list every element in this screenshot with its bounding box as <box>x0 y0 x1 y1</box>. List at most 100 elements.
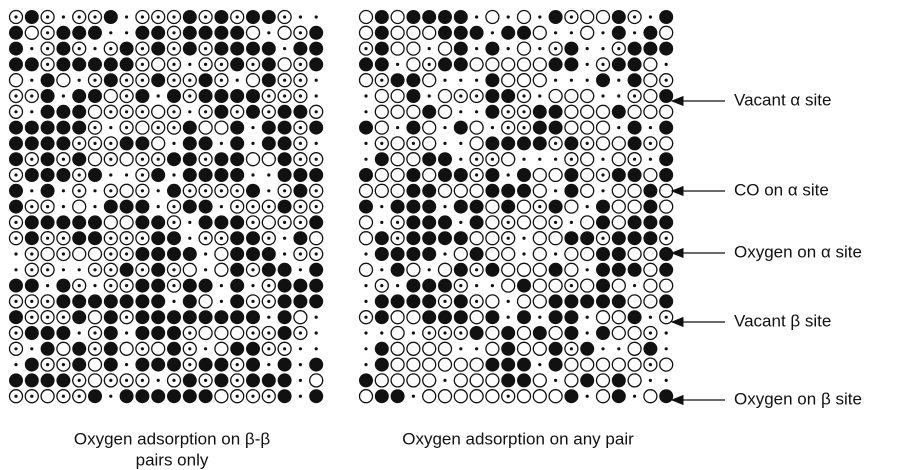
co-site <box>182 168 197 182</box>
co-site <box>9 25 23 40</box>
oxygen-alpha <box>516 215 532 230</box>
oxygen-alpha <box>374 167 389 183</box>
co-site <box>135 136 150 151</box>
oxygen-beta-dot <box>140 347 144 351</box>
vacant-site <box>283 252 287 256</box>
co-site <box>230 231 245 246</box>
co-site <box>469 215 484 230</box>
co-site <box>596 73 610 88</box>
oxygen-alpha <box>659 357 674 372</box>
oxygen-beta-dot <box>30 94 34 98</box>
co-site <box>56 294 71 309</box>
oxygen-alpha <box>643 278 658 293</box>
co-site <box>246 10 260 24</box>
co-site <box>135 357 150 372</box>
co-site <box>374 41 389 56</box>
co-site <box>56 104 71 119</box>
vacant-site <box>443 78 447 82</box>
co-site <box>277 152 292 167</box>
oxygen-beta-dot <box>156 157 160 161</box>
legend-label: Vacant β site <box>734 311 831 330</box>
oxygen-beta-dot <box>156 126 160 130</box>
vacant-site <box>427 47 431 51</box>
oxygen-alpha <box>548 88 563 104</box>
vacant-site <box>93 284 97 288</box>
vacant-site <box>648 126 653 130</box>
vacant-site <box>251 173 255 177</box>
oxygen-beta-dot <box>235 15 239 19</box>
oxygen-alpha <box>198 294 213 309</box>
vacant-site <box>188 236 192 240</box>
vacant-site <box>475 47 479 51</box>
co-site <box>277 294 292 309</box>
co-site <box>627 57 642 72</box>
co-site <box>611 10 626 24</box>
vacant-site <box>267 363 271 367</box>
legend-label: CO on α site <box>734 180 829 199</box>
co-site <box>659 294 674 309</box>
vacant-site <box>298 268 302 272</box>
oxygen-beta-dot <box>267 205 271 209</box>
oxygen-beta-dot <box>109 110 113 114</box>
co-site <box>659 389 674 404</box>
oxygen-alpha <box>532 57 547 72</box>
oxygen-alpha <box>406 310 421 325</box>
co-site <box>56 168 71 182</box>
oxygen-alpha <box>485 294 500 309</box>
oxygen-alpha <box>532 73 547 88</box>
oxygen-beta-dot <box>125 315 129 319</box>
co-site <box>406 231 421 246</box>
oxygen-alpha <box>532 294 547 309</box>
co-site <box>230 89 245 103</box>
co-site <box>596 247 610 261</box>
co-site <box>548 57 563 72</box>
co-site <box>119 57 134 72</box>
co-site <box>135 326 150 340</box>
oxygen-beta-dot <box>267 331 271 335</box>
co-site <box>406 278 421 293</box>
oxygen-beta-dot <box>30 268 34 272</box>
oxygen-alpha <box>501 246 516 262</box>
co-site <box>406 120 421 135</box>
vacant-site <box>77 78 81 82</box>
co-site <box>422 294 437 309</box>
oxygen-alpha <box>627 199 642 214</box>
co-site <box>151 73 166 88</box>
co-site <box>119 136 134 151</box>
co-site <box>167 389 181 404</box>
co-site <box>627 41 642 56</box>
oxygen-beta-dot <box>46 268 50 272</box>
oxygen-beta-dot <box>172 378 176 382</box>
oxygen-alpha <box>230 325 245 341</box>
oxygen-alpha <box>437 341 453 356</box>
vacant-site <box>443 205 447 209</box>
vacant-site <box>93 189 97 193</box>
vacant-site <box>664 347 668 351</box>
co-site <box>309 41 324 56</box>
co-site <box>261 57 276 72</box>
oxygen-beta-dot <box>188 347 192 351</box>
vacant-site <box>125 173 129 177</box>
oxygen-alpha <box>358 262 374 277</box>
oxygen-beta-dot <box>314 157 318 161</box>
oxygen-alpha <box>485 57 500 72</box>
co-site <box>24 373 39 388</box>
oxygen-beta-dot <box>93 126 97 130</box>
vacant-site <box>490 31 494 35</box>
oxygen-alpha <box>595 357 611 372</box>
oxygen-alpha <box>659 104 674 119</box>
oxygen-beta-dot <box>443 299 447 303</box>
oxygen-alpha <box>469 183 484 198</box>
oxygen-beta-dot <box>125 378 129 382</box>
vacant-site <box>125 331 129 335</box>
vacant-site <box>380 220 384 224</box>
vacant-site <box>204 252 208 256</box>
co-site <box>564 183 579 198</box>
oxygen-alpha <box>422 73 437 88</box>
oxygen-beta-dot <box>61 394 65 398</box>
vacant-site <box>125 363 129 367</box>
vacant-site <box>364 110 368 114</box>
oxygen-alpha <box>501 278 516 293</box>
oxygen-beta-dot <box>522 126 526 130</box>
oxygen-alpha <box>564 104 579 119</box>
